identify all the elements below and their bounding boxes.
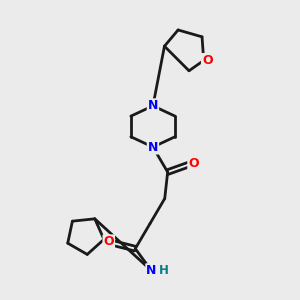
Text: O: O xyxy=(202,54,212,67)
Text: O: O xyxy=(103,236,114,248)
Text: O: O xyxy=(188,157,199,170)
Text: H: H xyxy=(159,264,169,277)
Text: N: N xyxy=(146,264,157,277)
Text: N: N xyxy=(148,99,158,112)
Text: N: N xyxy=(148,141,158,154)
